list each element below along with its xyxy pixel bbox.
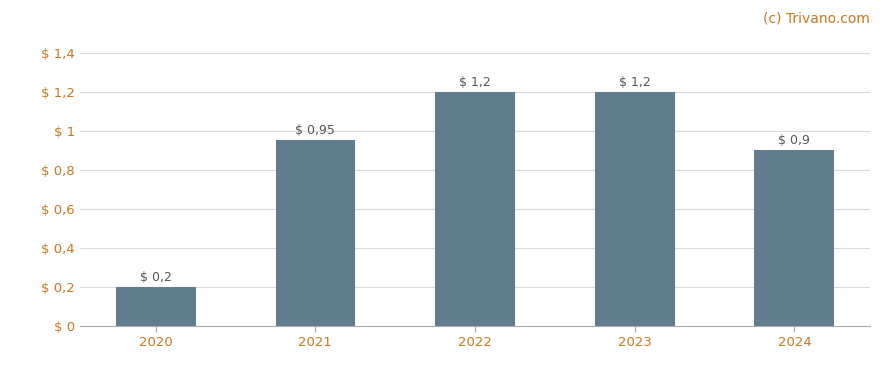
- Bar: [435, 92, 515, 326]
- Text: $ 1,2: $ 1,2: [619, 76, 651, 89]
- Text: $ 1,2: $ 1,2: [459, 76, 491, 89]
- Text: $ 0,95: $ 0,95: [296, 124, 336, 137]
- Text: $ 0,2: $ 0,2: [139, 271, 171, 284]
- Bar: [595, 92, 675, 326]
- Text: (c) Trivano.com: (c) Trivano.com: [764, 11, 870, 26]
- Bar: [275, 140, 355, 326]
- Bar: [115, 287, 195, 326]
- Text: $ 0,9: $ 0,9: [779, 134, 811, 147]
- Bar: [755, 150, 835, 326]
